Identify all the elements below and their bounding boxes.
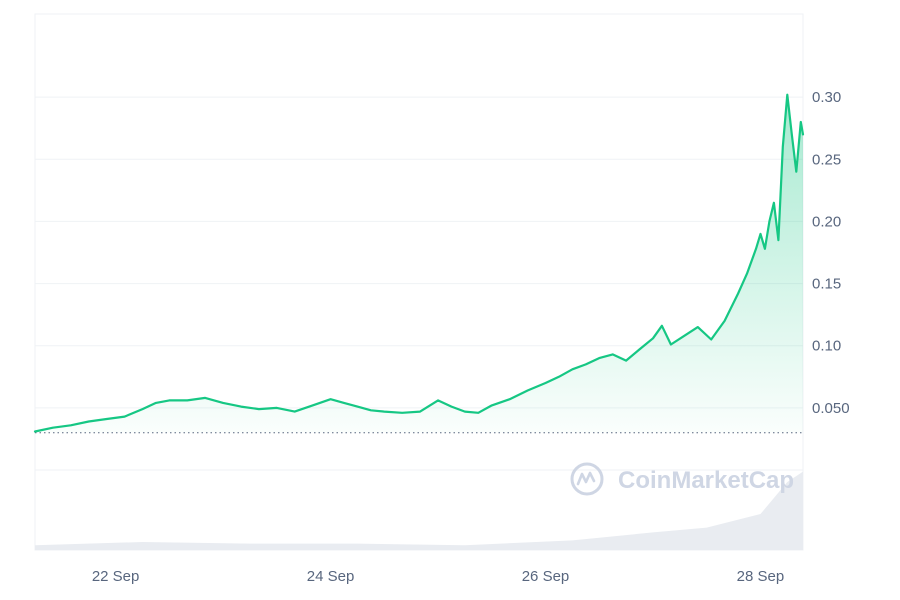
watermark: CoinMarketCap [570, 462, 794, 496]
y-tick-label: 0.20 [812, 213, 841, 230]
y-tick-label: 0.050 [812, 400, 850, 417]
y-tick-label: 0.10 [812, 338, 841, 355]
price-line [33, 93, 805, 433]
x-tick-label: 26 Sep [522, 568, 570, 585]
volume-area-group [35, 471, 803, 550]
price-area-group [35, 94, 803, 433]
y-tick-label: 0.15 [812, 276, 841, 293]
y-tick-label: 0.25 [812, 151, 841, 168]
watermark-text: CoinMarketCap [618, 467, 794, 494]
x-axis-ticks: 22 Sep 24 Sep 26 Sep 28 Sep [92, 568, 784, 585]
x-tick-label: 28 Sep [737, 568, 785, 585]
y-tick-label: 0.30 [812, 89, 841, 106]
x-tick-label: 24 Sep [307, 568, 355, 585]
x-tick-label: 22 Sep [92, 568, 140, 585]
coinmarketcap-logo-icon [570, 462, 604, 496]
y-axis-ticks: 0.050 0.10 0.15 0.20 0.25 0.30 [812, 89, 850, 417]
volume-area [35, 471, 803, 550]
price-line-group [33, 93, 805, 433]
price-area [35, 94, 803, 433]
